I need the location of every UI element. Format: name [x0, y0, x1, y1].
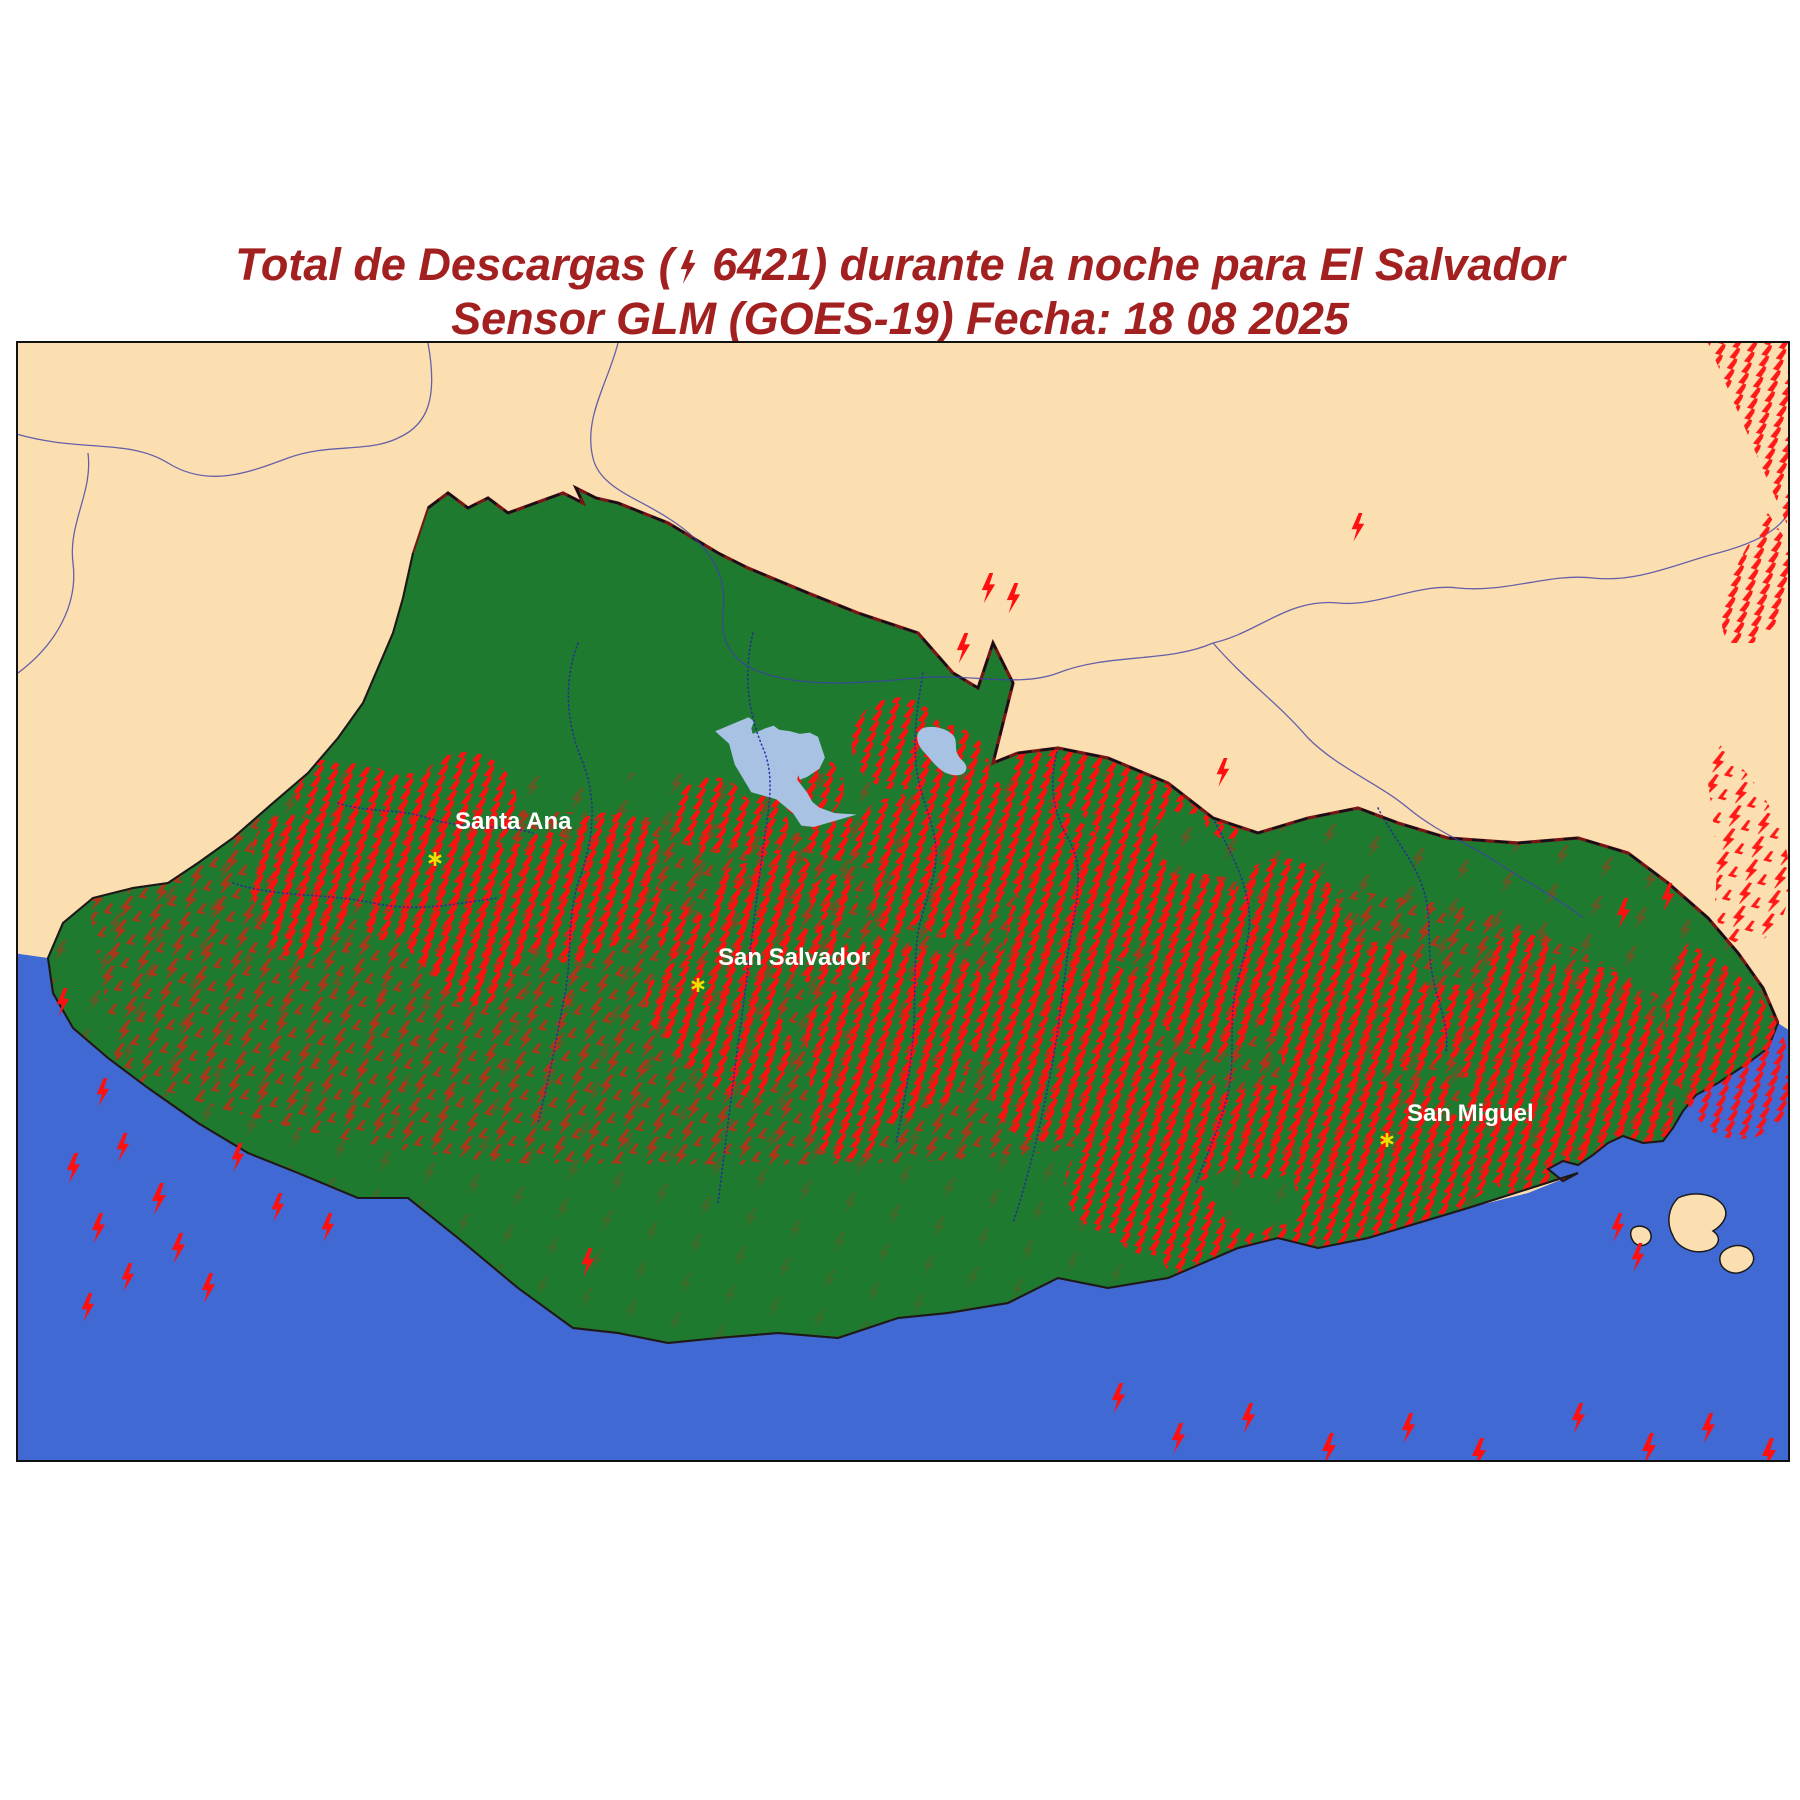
svg-text:San Miguel: San Miguel: [1407, 1100, 1534, 1127]
svg-text:Santa Ana: Santa Ana: [455, 808, 572, 835]
svg-text:San Salvador: San Salvador: [718, 944, 870, 971]
